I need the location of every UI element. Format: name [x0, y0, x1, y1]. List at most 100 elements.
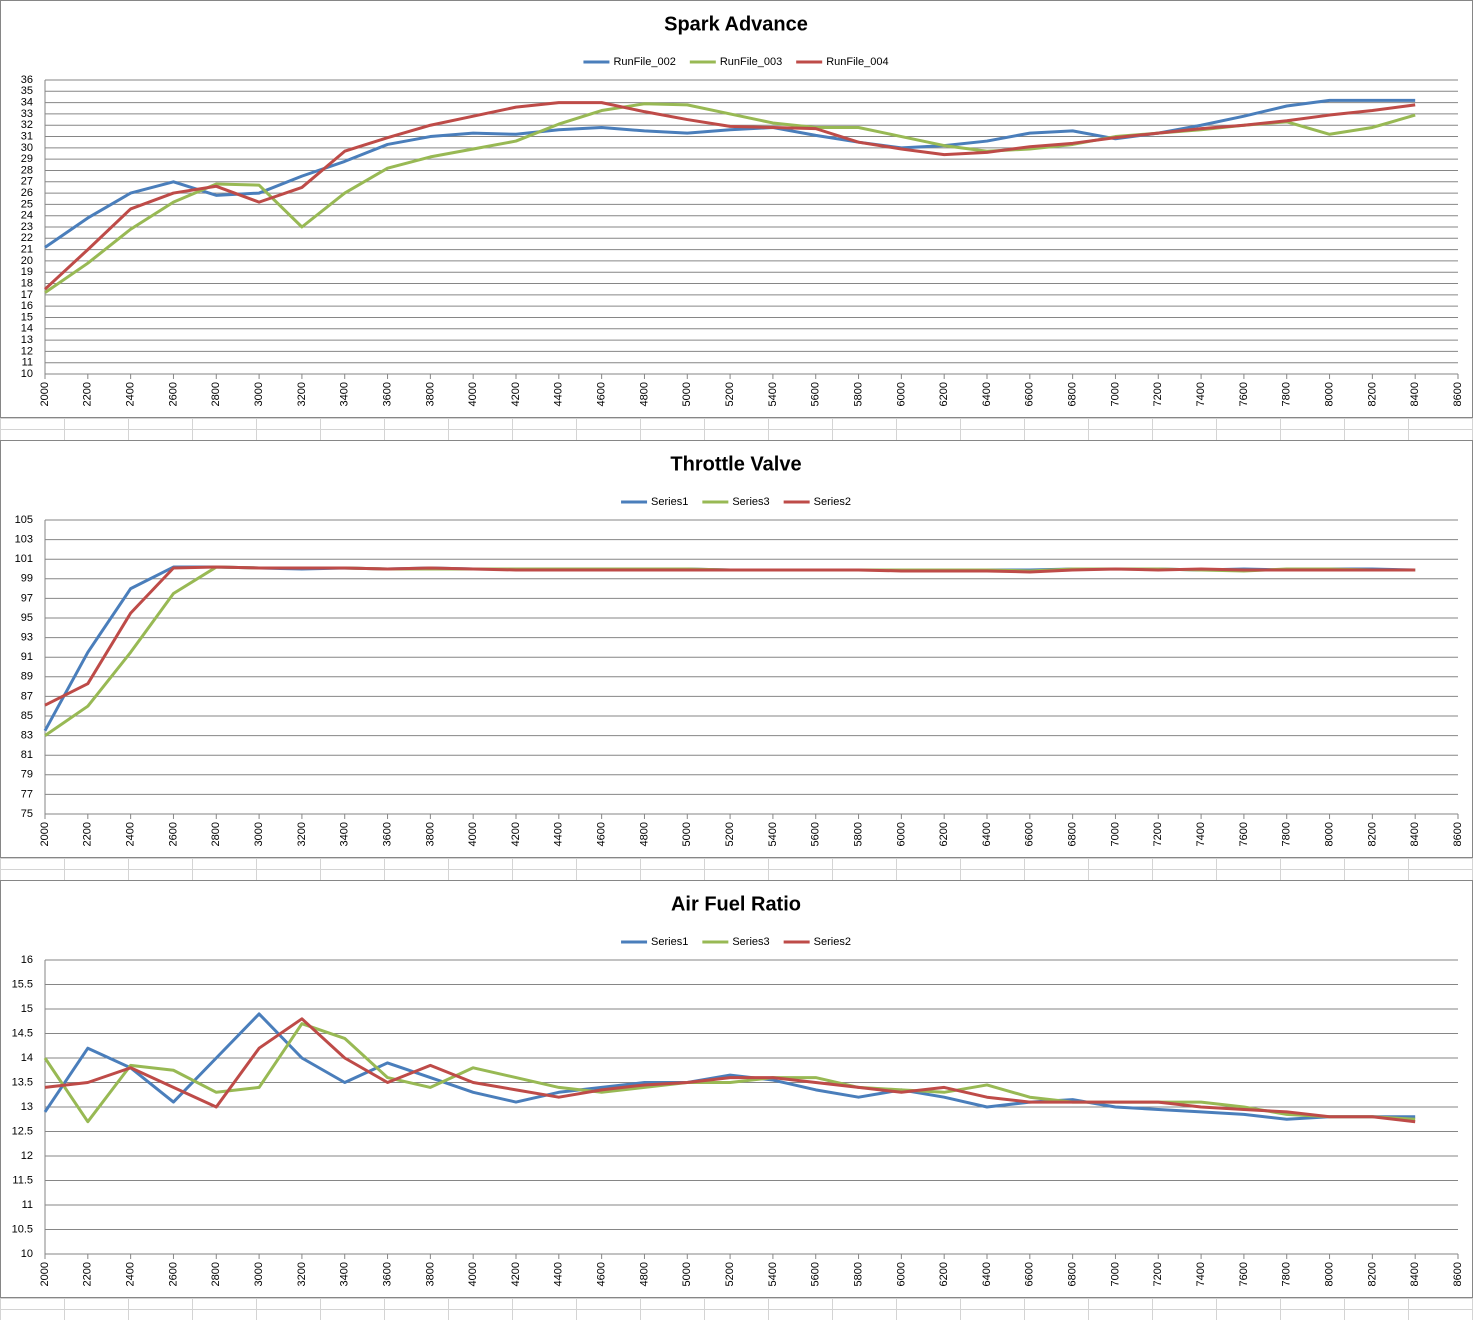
x-tick-label: 7600 [1238, 382, 1250, 406]
series-line [44, 565, 1416, 707]
x-tick-label: 2800 [210, 822, 222, 846]
legend-label: RunFile_003 [720, 56, 782, 68]
x-tick-label: 8000 [1323, 822, 1335, 846]
y-tick-label: 16 [21, 954, 33, 966]
series-line [44, 98, 1416, 249]
chart-panel [0, 440, 1473, 858]
x-tick-label: 7600 [1238, 822, 1250, 846]
x-tick-label: 3800 [424, 822, 436, 846]
x-tick-label: 7200 [1152, 382, 1164, 406]
series-line [44, 1017, 1416, 1124]
sheet-strip [0, 418, 1473, 440]
y-tick-label: 30 [21, 142, 33, 154]
legend-label: Series3 [732, 496, 769, 508]
x-tick-label: 3600 [381, 382, 393, 406]
x-tick-label: 8000 [1323, 382, 1335, 406]
x-tick-label: 3200 [296, 382, 308, 406]
x-tick-label: 5000 [681, 1262, 693, 1286]
y-tick-label: 26 [21, 187, 33, 199]
y-tick-label: 35 [21, 85, 33, 97]
x-tick-label: 6400 [981, 382, 993, 406]
y-tick-label: 77 [21, 788, 33, 800]
x-tick-label: 7000 [1109, 822, 1121, 846]
x-tick-label: 5200 [724, 822, 736, 846]
chart-title: Throttle Valve [670, 453, 801, 475]
x-tick-label: 3000 [253, 382, 265, 406]
x-tick-label: 2000 [39, 1262, 51, 1286]
y-tick-label: 83 [21, 730, 33, 742]
x-tick-label: 8200 [1366, 822, 1378, 846]
x-tick-label: 4000 [467, 822, 479, 846]
x-tick-label: 7800 [1281, 1262, 1293, 1286]
x-tick-label: 5800 [852, 1262, 864, 1286]
sheet-strip [0, 1298, 1473, 1320]
y-tick-label: 14 [21, 1052, 33, 1064]
x-tick-label: 6200 [938, 822, 950, 846]
x-tick-label: 5800 [852, 822, 864, 846]
x-tick-label: 5200 [724, 1262, 736, 1286]
x-tick-label: 2000 [39, 822, 51, 846]
x-tick-label: 6800 [1067, 1262, 1079, 1286]
y-tick-label: 87 [21, 690, 33, 702]
y-tick-label: 21 [21, 244, 33, 256]
x-tick-label: 5000 [681, 382, 693, 406]
x-tick-label: 8000 [1323, 1262, 1335, 1286]
x-tick-label: 3400 [339, 822, 351, 846]
x-tick-label: 4600 [596, 822, 608, 846]
y-tick-label: 14 [21, 323, 33, 335]
x-tick-label: 2600 [167, 1262, 179, 1286]
x-tick-label: 7800 [1281, 822, 1293, 846]
x-tick-label: 5400 [767, 1262, 779, 1286]
x-tick-label: 3800 [424, 382, 436, 406]
x-tick-label: 2400 [125, 822, 137, 846]
x-tick-label: 7200 [1152, 1262, 1164, 1286]
x-tick-label: 6400 [981, 1262, 993, 1286]
x-tick-label: 5800 [852, 382, 864, 406]
y-tick-label: 15.5 [12, 978, 33, 990]
y-tick-label: 31 [21, 130, 33, 142]
x-tick-label: 6600 [1024, 382, 1036, 406]
legend-label: Series1 [651, 496, 688, 508]
y-tick-label: 10.5 [12, 1223, 33, 1235]
x-tick-label: 6600 [1024, 822, 1036, 846]
x-tick-label: 8200 [1366, 1262, 1378, 1286]
y-tick-label: 10 [21, 368, 33, 380]
y-tick-label: 11 [22, 357, 33, 369]
x-tick-label: 4800 [638, 1262, 650, 1286]
x-tick-label: 2600 [167, 822, 179, 846]
x-tick-label: 4000 [467, 382, 479, 406]
x-tick-label: 4000 [467, 1262, 479, 1286]
x-tick-label: 7400 [1195, 1262, 1207, 1286]
x-tick-label: 8400 [1409, 822, 1421, 846]
y-tick-label: 25 [21, 198, 33, 210]
x-tick-label: 8400 [1409, 1262, 1421, 1286]
y-tick-label: 12 [21, 345, 33, 357]
y-tick-label: 15 [21, 1003, 33, 1015]
x-tick-label: 5200 [724, 382, 736, 406]
x-tick-label: 3400 [339, 382, 351, 406]
x-tick-label: 6200 [938, 1262, 950, 1286]
x-tick-label: 3400 [339, 1262, 351, 1286]
y-tick-label: 99 [21, 573, 33, 585]
x-tick-label: 8400 [1409, 382, 1421, 406]
y-tick-label: 13 [21, 1101, 33, 1113]
y-tick-label: 12 [21, 1150, 33, 1162]
y-tick-label: 85 [21, 710, 33, 722]
x-tick-label: 8600 [1452, 382, 1464, 406]
x-tick-label: 6800 [1067, 822, 1079, 846]
legend-label: Series3 [732, 936, 769, 948]
x-tick-label: 3800 [424, 1262, 436, 1286]
x-tick-label: 5400 [767, 382, 779, 406]
series-line [43, 101, 1416, 291]
x-tick-label: 7600 [1238, 1262, 1250, 1286]
x-tick-label: 2400 [125, 1262, 137, 1286]
x-tick-label: 7800 [1281, 382, 1293, 406]
legend-label: Series2 [814, 496, 851, 508]
y-tick-label: 34 [21, 97, 33, 109]
x-tick-label: 6200 [938, 382, 950, 406]
y-tick-label: 91 [21, 651, 33, 663]
x-tick-label: 4200 [510, 1262, 522, 1286]
x-tick-label: 4600 [596, 382, 608, 406]
